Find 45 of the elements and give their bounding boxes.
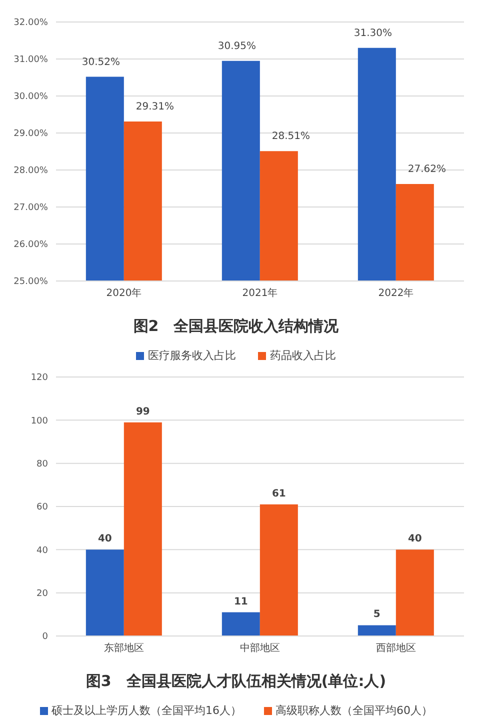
y-tick-label: 26.00% [14,240,48,250]
x-tick-label: 2020年 [106,287,142,300]
x-tick-label: 2022年 [378,287,414,300]
y-tick-label: 27.00% [14,203,48,214]
y-tick-label: 40 [36,546,48,556]
y-tick-label: 31.00% [14,55,48,66]
data-label: 29.31% [136,102,174,113]
data-label: 27.62% [408,164,446,176]
y-tick-label: 80 [36,460,48,470]
bar [124,422,162,636]
data-label: 30.95% [218,40,256,52]
legend-label: 医疗服务收入占比 [147,348,236,363]
data-label: 99 [136,406,150,418]
data-label: 5 [373,609,380,620]
data-label: 40 [408,534,422,545]
data-label: 40 [98,534,112,545]
y-tick-label: 60 [36,502,48,513]
bar [358,625,396,636]
bar [86,550,124,636]
y-tick-label: 100 [30,416,48,426]
legend-label: 高级职称人数（全国平均60人） [274,703,432,718]
x-tick-label: 2021年 [242,287,278,300]
legend-label: 药品收入占比 [269,348,336,363]
data-label: 61 [272,488,286,500]
data-label: 28.51% [272,131,310,142]
x-tick-label: 东部地区 [104,642,144,654]
bar [222,612,260,636]
y-tick-label: 28.00% [14,166,48,176]
bar [396,550,434,636]
y-tick-label: 30.00% [14,92,48,102]
data-label: 31.30% [354,28,392,39]
y-tick-label: 25.00% [14,277,48,288]
text: 图3 全国县医院人才队伍相关情况(单位:人) [84,672,388,691]
y-tick-label: 29.00% [14,129,48,140]
x-tick-label: 西部地区 [376,642,416,654]
data-label: 30.52% [82,56,120,68]
y-tick-label: 120 [30,373,48,384]
y-tick-label: 32.00% [14,18,48,28]
y-tick-label: 0 [42,632,48,642]
legend-label: 硕士及以上学历人数（全国平均16人） [50,703,242,718]
text: 图2 全国县医院收入结构情况 [132,317,340,336]
bar [260,504,298,636]
data-label: 11 [234,596,248,608]
x-tick-label: 中部地区 [240,642,280,654]
y-tick-label: 20 [36,589,48,600]
